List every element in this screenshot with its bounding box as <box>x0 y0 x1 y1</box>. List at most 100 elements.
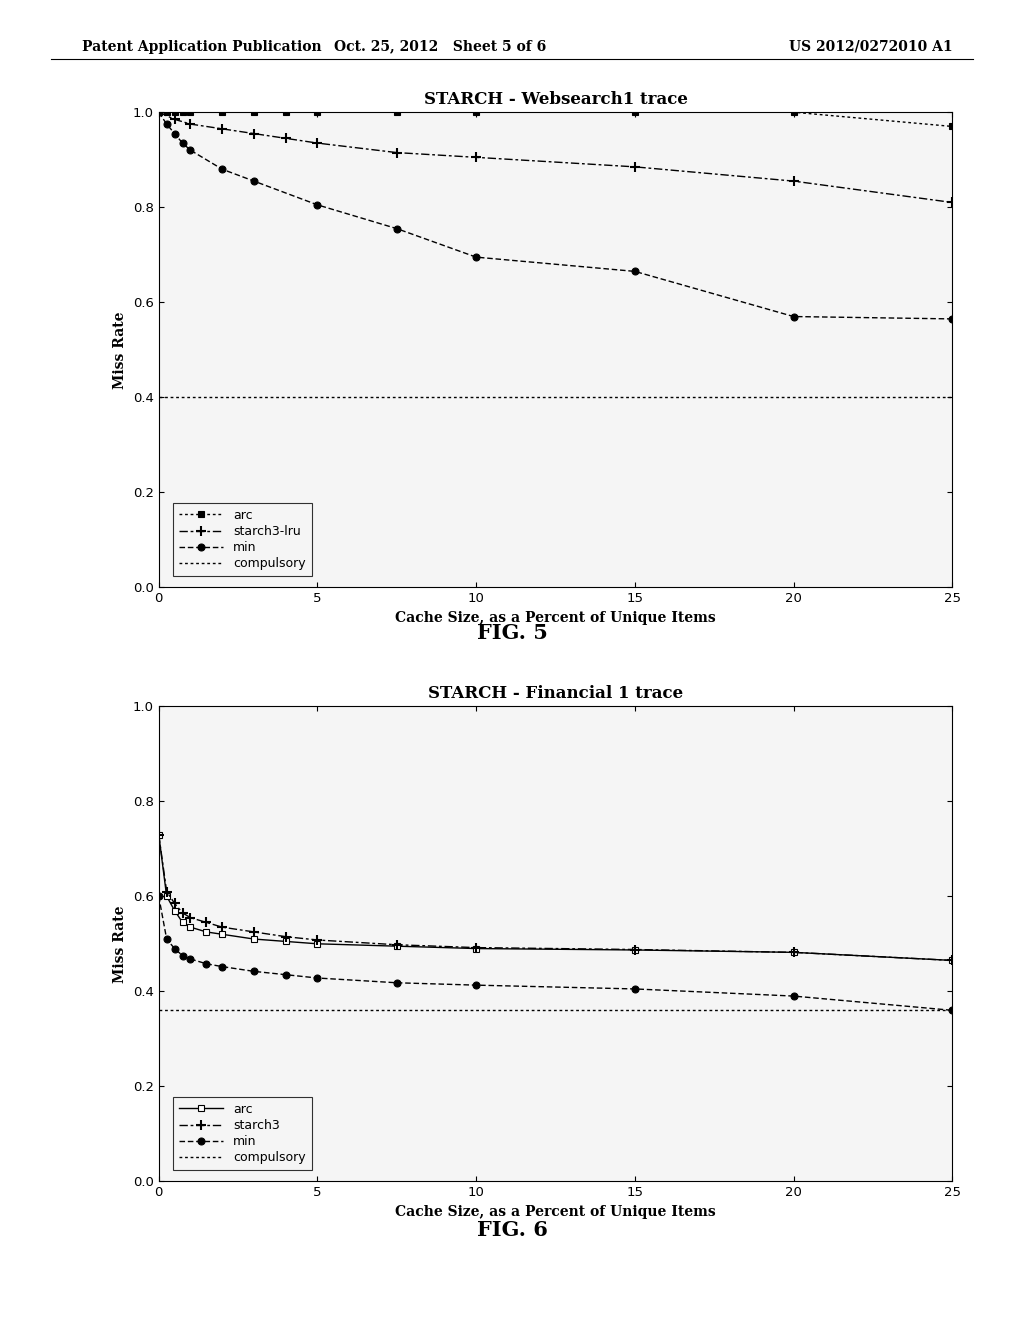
Line: arc: arc <box>156 108 955 129</box>
arc <box>311 104 324 120</box>
starch3-lru <box>391 145 403 161</box>
Text: FIG. 6: FIG. 6 <box>476 1220 548 1239</box>
min <box>153 888 165 904</box>
starch3-lru <box>280 131 292 147</box>
Legend: arc, starch3-lru, min, compulsory: arc, starch3-lru, min, compulsory <box>173 503 311 577</box>
Line: min: min <box>156 108 955 322</box>
starch3 <box>280 929 292 945</box>
X-axis label: Cache Size, as a Percent of Unique Items: Cache Size, as a Percent of Unique Items <box>395 1205 716 1218</box>
min <box>311 970 324 986</box>
starch3 <box>629 941 641 957</box>
Title: STARCH - Financial 1 trace: STARCH - Financial 1 trace <box>428 685 683 702</box>
min <box>161 931 173 946</box>
starch3 <box>216 919 228 935</box>
starch3-lru <box>311 135 324 150</box>
arc <box>280 104 292 120</box>
Title: STARCH - Websearch1 trace: STARCH - Websearch1 trace <box>424 91 687 108</box>
arc <box>168 104 181 120</box>
Line: min: min <box>156 892 955 1014</box>
min <box>168 125 181 141</box>
Text: Patent Application Publication: Patent Application Publication <box>82 40 322 54</box>
arc <box>161 104 173 120</box>
starch3 <box>248 924 260 940</box>
min <box>161 116 173 132</box>
min <box>391 220 403 236</box>
starch3 <box>311 932 324 948</box>
Line: starch3: starch3 <box>154 830 957 965</box>
arc <box>946 119 958 135</box>
Text: Oct. 25, 2012   Sheet 5 of 6: Oct. 25, 2012 Sheet 5 of 6 <box>334 40 547 54</box>
min <box>216 161 228 177</box>
arc <box>470 941 482 957</box>
min <box>184 143 197 158</box>
arc <box>184 104 197 120</box>
arc <box>153 104 165 120</box>
arc <box>153 826 165 842</box>
arc <box>629 942 641 958</box>
starch3 <box>946 953 958 969</box>
arc <box>176 915 188 931</box>
arc <box>946 953 958 969</box>
min <box>629 264 641 280</box>
min <box>248 173 260 189</box>
arc <box>391 104 403 120</box>
min <box>176 948 188 964</box>
min <box>787 989 800 1005</box>
starch3 <box>787 944 800 960</box>
Legend: arc, starch3, min, compulsory: arc, starch3, min, compulsory <box>173 1097 311 1171</box>
arc <box>161 888 173 904</box>
arc <box>311 936 324 952</box>
arc <box>391 939 403 954</box>
Text: US 2012/0272010 A1: US 2012/0272010 A1 <box>788 40 952 54</box>
min <box>216 958 228 974</box>
starch3 <box>153 826 165 842</box>
Line: arc: arc <box>156 832 955 964</box>
starch3-lru <box>629 158 641 174</box>
starch3 <box>201 915 213 931</box>
arc <box>184 919 197 935</box>
min <box>787 309 800 325</box>
min <box>946 312 958 327</box>
starch3 <box>391 937 403 953</box>
arc <box>280 933 292 949</box>
starch3 <box>168 895 181 911</box>
starch3-lru <box>216 121 228 137</box>
arc <box>201 924 213 940</box>
arc <box>248 104 260 120</box>
arc <box>470 104 482 120</box>
starch3-lru <box>470 149 482 165</box>
min <box>470 249 482 265</box>
min <box>629 981 641 997</box>
min <box>176 135 188 150</box>
arc <box>216 104 228 120</box>
arc <box>787 104 800 120</box>
min <box>248 964 260 979</box>
X-axis label: Cache Size, as a Percent of Unique Items: Cache Size, as a Percent of Unique Items <box>395 611 716 624</box>
arc <box>629 104 641 120</box>
min <box>184 952 197 968</box>
arc <box>168 903 181 919</box>
arc <box>248 931 260 946</box>
min <box>470 977 482 993</box>
arc <box>787 944 800 960</box>
min <box>168 941 181 957</box>
min <box>201 956 213 972</box>
starch3 <box>184 909 197 925</box>
starch3-lru <box>184 116 197 132</box>
min <box>280 966 292 982</box>
min <box>311 197 324 213</box>
Text: FIG. 5: FIG. 5 <box>476 623 548 643</box>
Line: starch3-lru: starch3-lru <box>154 107 957 207</box>
starch3-lru <box>787 173 800 189</box>
starch3-lru <box>946 194 958 210</box>
min <box>391 975 403 991</box>
min <box>946 1002 958 1018</box>
starch3-lru <box>248 125 260 141</box>
starch3 <box>470 940 482 956</box>
starch3-lru <box>168 111 181 127</box>
Y-axis label: Miss Rate: Miss Rate <box>114 906 127 982</box>
starch3-lru <box>153 104 165 120</box>
min <box>153 104 165 120</box>
starch3 <box>176 906 188 921</box>
arc <box>216 927 228 942</box>
